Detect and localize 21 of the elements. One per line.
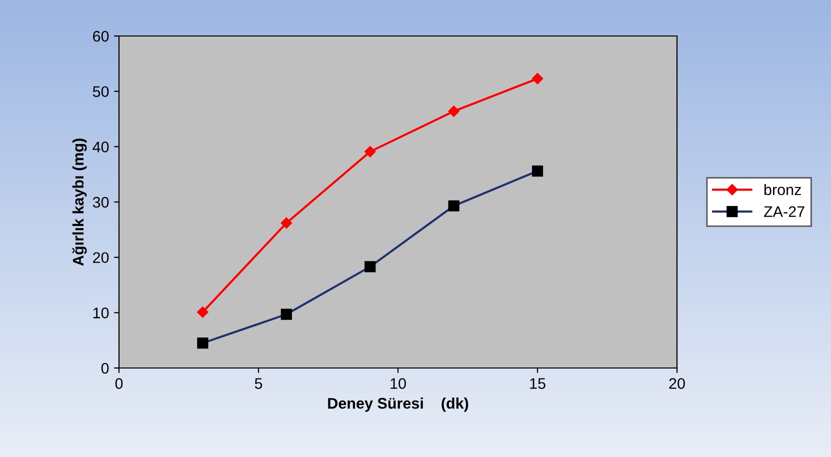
legend-label: bronz [764, 184, 801, 196]
y-tick-label: 40 [92, 142, 109, 152]
y-axis-title: Ağırlık kaybı (mg) [72, 138, 87, 266]
x-tick-label: 10 [390, 378, 406, 389]
x-tick-label: 15 [530, 378, 546, 389]
y-tick-label: 20 [93, 252, 109, 264]
y-tick-label: 0 [101, 362, 109, 374]
point [197, 306, 208, 318]
point [280, 217, 292, 229]
x-tick-label: 20 [669, 378, 685, 389]
x-tick-label: 5 [254, 378, 262, 389]
point [364, 146, 376, 158]
y-tick-label: 30 [92, 196, 109, 208]
point [532, 73, 544, 84]
legend-label: ZA-27 [764, 206, 804, 217]
y-tick-label: 60 [93, 30, 109, 42]
x-axis-title: Deney Süresi (dk) [328, 398, 468, 412]
y-tick-label: 10 [93, 308, 109, 318]
x-tick-label: 0 [115, 378, 123, 389]
point [448, 106, 460, 117]
y-tick-label: 50 [92, 86, 109, 98]
